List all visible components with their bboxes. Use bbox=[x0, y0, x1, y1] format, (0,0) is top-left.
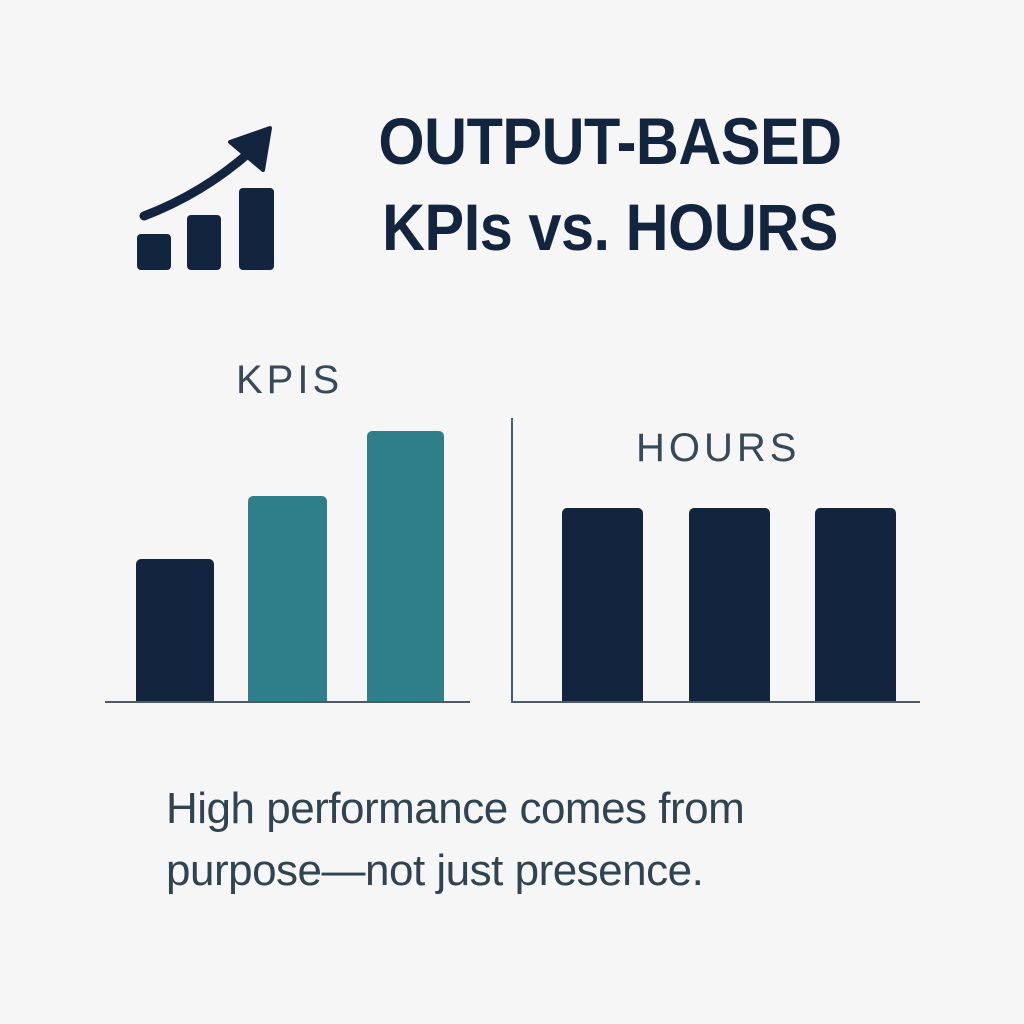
kpi-bar-1 bbox=[136, 559, 214, 702]
page-title: OUTPUT-BASED KPIs vs. HOURS bbox=[358, 98, 862, 270]
kpi-bar-2 bbox=[248, 496, 327, 702]
title-line-1: OUTPUT-BASED bbox=[378, 104, 842, 178]
caption-line-2: purpose—not just presence. bbox=[166, 846, 704, 895]
hours-bar-1 bbox=[562, 508, 643, 702]
caption: High performance comes from purpose—not … bbox=[166, 778, 906, 902]
growth-chart-arrow-icon bbox=[137, 126, 274, 270]
hours-bar-3 bbox=[815, 508, 896, 702]
kpis-x-axis bbox=[105, 701, 470, 703]
panel-divider bbox=[511, 418, 513, 703]
kpi-bar-3 bbox=[367, 431, 444, 702]
title-line-2: KPIs vs. HOURS bbox=[382, 190, 838, 264]
caption-line-1: High performance comes from bbox=[166, 784, 745, 833]
hours-label: HOURS bbox=[636, 426, 801, 470]
hours-bar-2 bbox=[689, 508, 770, 702]
kpis-label: KPIS bbox=[236, 358, 344, 402]
hours-x-axis bbox=[511, 701, 920, 703]
